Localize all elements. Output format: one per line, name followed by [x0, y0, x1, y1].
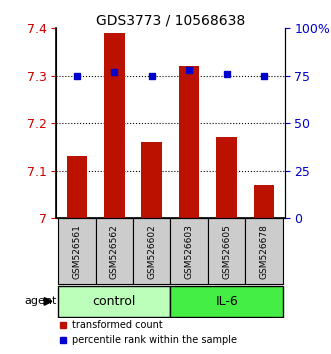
Bar: [245, 218, 283, 284]
Bar: [254, 185, 274, 218]
Title: GDS3773 / 10568638: GDS3773 / 10568638: [96, 13, 245, 27]
Text: transformed count: transformed count: [72, 320, 163, 330]
Bar: [104, 33, 124, 218]
Text: IL-6: IL-6: [215, 295, 238, 308]
Text: GSM526603: GSM526603: [185, 224, 194, 279]
Bar: [216, 137, 237, 218]
Bar: [96, 218, 133, 284]
Bar: [141, 142, 162, 218]
Bar: [170, 286, 283, 317]
Text: percentile rank within the sample: percentile rank within the sample: [72, 335, 237, 344]
Bar: [58, 218, 96, 284]
Bar: [170, 218, 208, 284]
Text: agent: agent: [24, 296, 57, 307]
Bar: [179, 66, 200, 218]
Text: GSM526562: GSM526562: [110, 224, 119, 279]
Bar: [133, 218, 170, 284]
Bar: [67, 156, 87, 218]
Text: GSM526605: GSM526605: [222, 224, 231, 279]
Text: control: control: [93, 295, 136, 308]
Text: GSM526678: GSM526678: [260, 224, 268, 279]
Text: GSM526602: GSM526602: [147, 224, 156, 279]
Text: GSM526561: GSM526561: [72, 224, 81, 279]
Bar: [58, 286, 170, 317]
Bar: [208, 218, 245, 284]
